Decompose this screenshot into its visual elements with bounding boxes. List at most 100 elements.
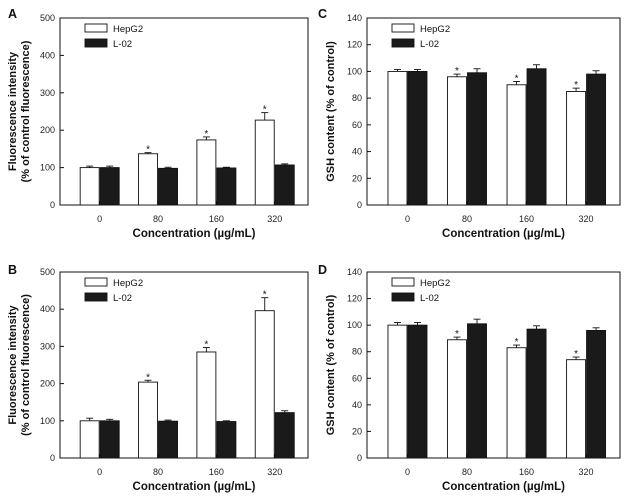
y-tick-label: 140 [347, 267, 362, 277]
y-tick-label: 120 [347, 294, 362, 304]
x-tick-label: 80 [153, 214, 163, 224]
bar-l02 [586, 330, 607, 459]
x-tick-label: 0 [405, 214, 410, 224]
y-tick-label: 20 [352, 173, 362, 183]
y-axis-label: Fluorescence intensity [7, 305, 19, 425]
panel-label: B [8, 263, 17, 277]
x-tick-label: 320 [267, 214, 282, 224]
y-tick-label: 100 [40, 163, 55, 173]
bar-l02 [407, 324, 428, 459]
x-axis-label: Concentration (µg/mL) [133, 228, 256, 240]
legend-label: HepG2 [113, 278, 143, 289]
significance-marker: * [263, 105, 267, 116]
legend-label: HepG2 [113, 24, 143, 35]
bar-hepg2 [566, 91, 587, 206]
chart-panel-b: B 0 100 200 300 400 500 0 80 160 320 * * * HepG2 L-02 Co… [7, 263, 309, 493]
bar-l02 [158, 420, 178, 459]
legend-swatch [84, 292, 108, 302]
significance-marker: * [515, 73, 519, 84]
significance-marker: * [263, 290, 267, 301]
bar-hepg2 [506, 84, 527, 206]
y-tick-label: 0 [50, 200, 55, 210]
bar-l02 [216, 167, 237, 206]
y-tick-label: 60 [352, 373, 362, 383]
x-tick-label: 320 [267, 467, 282, 477]
y-tick-label: 100 [40, 416, 55, 426]
x-tick-label: 320 [579, 214, 594, 224]
panel-label: C [318, 7, 327, 21]
y-tick-label: 80 [352, 93, 362, 103]
legend-swatch [391, 277, 415, 287]
x-tick-label: 80 [153, 467, 163, 477]
legend-label: HepG2 [420, 24, 450, 35]
legend-label: L-02 [420, 293, 439, 304]
legend-swatch [391, 292, 415, 302]
bar-l02 [274, 164, 295, 206]
y-tick-label: 20 [352, 426, 362, 436]
x-tick-label: 320 [579, 467, 594, 477]
y-tick-label: 0 [357, 200, 362, 210]
significance-marker: * [146, 145, 150, 156]
x-tick-label: 0 [97, 467, 102, 477]
bar-l02 [99, 167, 120, 206]
y-tick-label: 40 [352, 400, 362, 410]
legend-swatch [84, 277, 108, 287]
bar-hepg2 [196, 139, 217, 206]
bar-l02 [407, 70, 428, 206]
y-tick-label: 300 [40, 341, 55, 351]
bar-l02 [526, 328, 547, 459]
x-tick-label: 0 [405, 467, 410, 477]
y-tick-label: 40 [352, 147, 362, 157]
significance-marker: * [204, 129, 208, 140]
bar-l02 [158, 167, 178, 206]
bar-l02 [99, 420, 120, 459]
legend-swatch [391, 38, 415, 48]
y-tick-label: 0 [50, 453, 55, 463]
bar-hepg2 [138, 153, 158, 206]
bar-hepg2 [387, 324, 408, 459]
bar-l02 [526, 68, 547, 206]
significance-marker: * [515, 337, 519, 348]
y-tick-label: 500 [40, 13, 55, 23]
bar-l02 [467, 323, 487, 459]
bar-hepg2 [138, 381, 158, 459]
plot-frame [59, 17, 309, 206]
y-tick-label: 0 [357, 453, 362, 463]
legend-label: HepG2 [420, 278, 450, 289]
x-axis-label: Concentration (µg/mL) [442, 481, 565, 493]
plot-frame [366, 17, 621, 206]
significance-marker: * [146, 372, 150, 383]
y-tick-label: 200 [40, 379, 55, 389]
bar-hepg2 [447, 76, 467, 206]
y-axis-label: GSH content (% of control) [325, 41, 337, 182]
chart-panel-a: A 0 100 200 300 400 500 0 80 160 320 * * * HepG2 L-02 Co… [7, 7, 309, 240]
y-tick-label: 500 [40, 267, 55, 277]
y-axis-label: (% of control fluorescence) [20, 294, 32, 436]
bar-hepg2 [79, 420, 100, 459]
x-tick-label: 160 [519, 467, 534, 477]
x-axis-label: Concentration (µg/mL) [442, 228, 565, 240]
bar-hepg2 [506, 347, 527, 459]
bar-l02 [586, 73, 607, 206]
legend-swatch [84, 38, 108, 48]
bar-hepg2 [566, 359, 587, 459]
x-tick-label: 80 [462, 214, 472, 224]
panel-label: D [318, 263, 327, 277]
y-tick-label: 400 [40, 50, 55, 60]
y-tick-label: 300 [40, 88, 55, 98]
x-tick-label: 0 [97, 214, 102, 224]
y-tick-label: 140 [347, 13, 362, 23]
plot-frame [59, 271, 309, 459]
y-axis-label: Fluorescence intensity [7, 51, 19, 171]
bar-hepg2 [387, 70, 408, 206]
legend-label: L-02 [113, 39, 132, 50]
y-tick-label: 60 [352, 120, 362, 130]
y-tick-label: 100 [347, 66, 362, 76]
y-axis-label: GSH content (% of control) [325, 294, 337, 435]
significance-marker: * [455, 66, 459, 77]
legend-swatch [84, 23, 108, 33]
x-axis-label: Concentration (µg/mL) [133, 481, 256, 493]
significance-marker: * [574, 80, 578, 91]
bar-hepg2 [79, 167, 100, 206]
